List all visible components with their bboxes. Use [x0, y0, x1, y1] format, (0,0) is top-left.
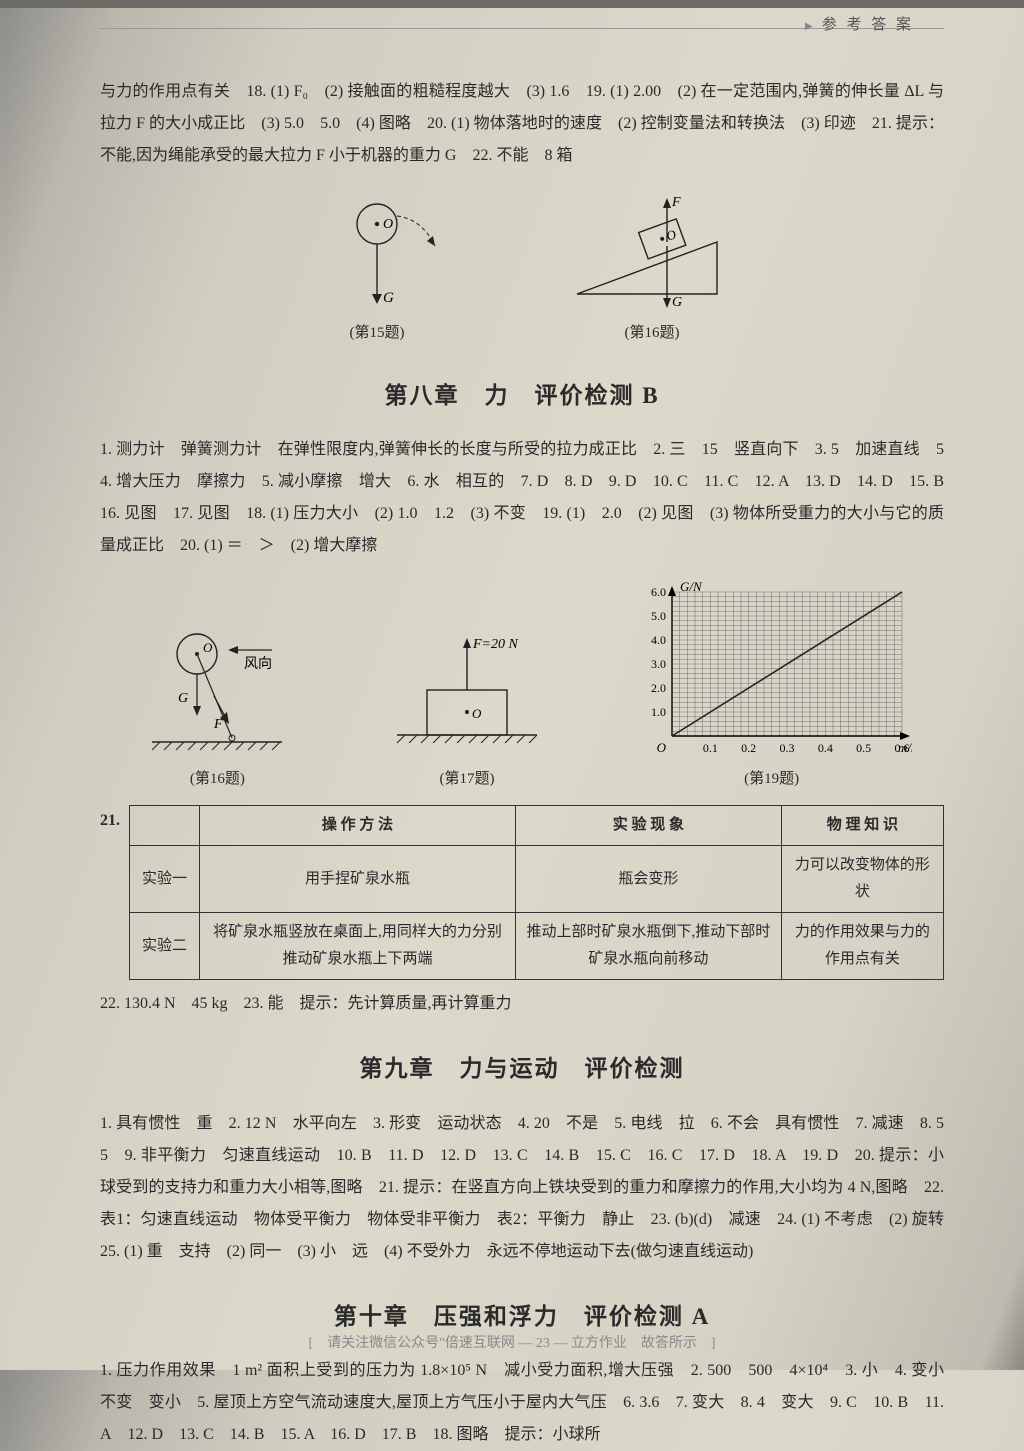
chapter-8-title: 第八章 力 评价检测 B [100, 375, 944, 416]
table-row: 实验一 用手捏矿泉水瓶 瓶会变形 力可以改变物体的形状 [129, 846, 943, 913]
chapter-9-answers: 1. 具有惯性 重 2. 12 N 水平向左 3. 形变 运动状态 4. 20 … [100, 1108, 944, 1268]
figure-15: O G (第15题) [307, 194, 447, 347]
figure-15-caption: (第15题) [307, 320, 447, 347]
wind-label: 风向 [244, 656, 272, 672]
f-20n-label: F=20 N [472, 637, 518, 652]
figure-16-svg: O F G [567, 194, 737, 314]
th-method: 操 作 方 法 [199, 806, 515, 846]
table-row: 实验二 将矿泉水瓶竖放在桌面上,用同样大的力分别推动矿泉水瓶上下两端 推动上部时… [129, 913, 943, 980]
svg-text:m/kg: m/kg [898, 740, 912, 755]
chapter-9-title: 第九章 力与运动 评价检测 [100, 1048, 944, 1089]
figure-16b: O 风向 G F (第16题) [132, 620, 302, 793]
th-phenomenon: 实 验 现 象 [515, 806, 781, 846]
svg-text:F: F [671, 195, 681, 210]
th-physics: 物 理 知 识 [781, 806, 943, 846]
svg-text:F: F [213, 717, 223, 732]
q21-number: 21. [100, 799, 129, 836]
svg-text:O: O [656, 740, 666, 755]
svg-text:O: O [472, 706, 482, 721]
svg-text:0.2: 0.2 [741, 741, 756, 755]
td-exp2-phenom: 推动上部时矿泉水瓶倒下,推动下部时矿泉水瓶向前移动 [515, 913, 781, 980]
page-header-right: 参 考 答 案 [805, 12, 914, 39]
figure-15-svg: O G [307, 194, 447, 314]
svg-text:0.3: 0.3 [779, 741, 794, 755]
figure-16: O F G (第16题) [567, 194, 737, 347]
figure-19-svg: 1.02.03.04.05.06.00.10.20.30.40.50.6OG/N… [632, 580, 912, 760]
page-footer: [ 请关注微信公众号"倍速互联网 — 23 — 立方作业 故答所示 ] [0, 1331, 1024, 1356]
q22-23-line: 22. 130.4 N 45 kg 23. 能 提示：先计算质量,再计算重力 [100, 988, 944, 1020]
td-exp1-method: 用手捏矿泉水瓶 [199, 846, 515, 913]
svg-text:0.4: 0.4 [817, 741, 832, 755]
svg-text:G: G [672, 295, 682, 310]
svg-text:O: O [383, 217, 393, 232]
svg-text:0.5: 0.5 [856, 741, 871, 755]
figure-16b-svg: O 风向 G F [132, 620, 302, 760]
figure-16-caption: (第16题) [567, 320, 737, 347]
figure-19-chart: 1.02.03.04.05.06.00.10.20.30.40.50.6OG/N… [632, 580, 912, 793]
td-exp2-phys: 力的作用效果与力的作用点有关 [781, 913, 943, 980]
svg-text:6.0: 6.0 [651, 585, 666, 599]
th-empty [129, 806, 199, 846]
svg-text:G: G [178, 691, 188, 706]
figure-17-svg: O F=20 N [367, 620, 567, 760]
td-exp2-label: 实验二 [129, 913, 199, 980]
svg-text:1.0: 1.0 [651, 705, 666, 719]
svg-text:3.0: 3.0 [651, 657, 666, 671]
svg-text:4.0: 4.0 [651, 633, 666, 647]
figure-row-16-17-19: O 风向 G F (第16题) [100, 580, 944, 793]
svg-text:2.0: 2.0 [651, 681, 666, 695]
svg-text:O: O [203, 640, 213, 655]
svg-text:0.1: 0.1 [702, 741, 717, 755]
chapter-8-answers: 1. 测力计 弹簧测力计 在弹性限度内,弹簧伸长的长度与所受的拉力成正比 2. … [100, 434, 944, 562]
td-exp2-method: 将矿泉水瓶竖放在桌面上,用同样大的力分别推动矿泉水瓶上下两端 [199, 913, 515, 980]
svg-text:G/N: G/N [680, 580, 703, 594]
question-21-row: 21. 操 作 方 法 实 验 现 象 物 理 知 识 实验一 用手捏矿泉水瓶 … [100, 799, 944, 988]
top-continuation-paragraph: 与力的作用点有关 18. (1) F₀ (2) 接触面的粗糙程度越大 (3) 1… [100, 76, 944, 172]
svg-text:G: G [383, 290, 394, 306]
figure-row-15-16: O G (第15题) O F G (第16题) [100, 194, 944, 347]
figure-16b-caption: (第16题) [132, 766, 302, 793]
svg-text:5.0: 5.0 [651, 609, 666, 623]
td-exp1-phenom: 瓶会变形 [515, 846, 781, 913]
td-exp1-label: 实验一 [129, 846, 199, 913]
table-header-row: 操 作 方 法 实 验 现 象 物 理 知 识 [129, 806, 943, 846]
figure-19-caption: (第19题) [632, 766, 912, 793]
figure-17-caption: (第17题) [367, 766, 567, 793]
q21-table: 操 作 方 法 实 验 现 象 物 理 知 识 实验一 用手捏矿泉水瓶 瓶会变形… [129, 805, 944, 980]
figure-17: O F=20 N (第17题) [367, 620, 567, 793]
td-exp1-phys: 力可以改变物体的形状 [781, 846, 943, 913]
